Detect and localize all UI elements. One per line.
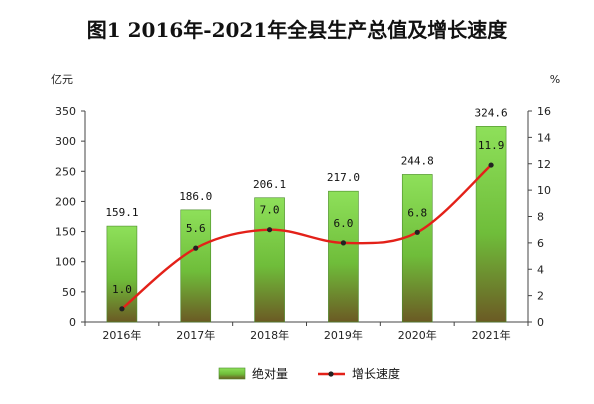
x-tick-label: 2017年 <box>176 328 215 342</box>
growth-value-label: 11.9 <box>478 139 505 152</box>
y2-tick-label: 6 <box>537 237 544 250</box>
x-tick-label: 2016年 <box>102 328 141 342</box>
y-tick-label: 350 <box>55 105 76 118</box>
y-tick-label: 150 <box>55 226 76 239</box>
x-tick-label: 2019年 <box>324 328 363 342</box>
bar <box>254 197 285 323</box>
y-tick-label: 250 <box>55 165 76 178</box>
growth-point <box>266 227 273 233</box>
bar <box>475 126 507 323</box>
bar <box>180 209 212 323</box>
y2-tick-label: 16 <box>537 105 551 118</box>
growth-value-label: 6.0 <box>333 217 353 230</box>
growth-point <box>340 240 347 246</box>
bar-value-label: 186.0 <box>179 190 212 203</box>
x-tick-label: 2020年 <box>398 328 437 342</box>
y2-axis-label: % <box>550 73 560 86</box>
y2-tick-label: 10 <box>537 184 551 197</box>
y-tick-label: 200 <box>55 195 76 208</box>
legend-line-marker <box>328 371 334 377</box>
growth-point <box>193 245 199 251</box>
bar <box>106 225 138 323</box>
growth-value-label: 5.6 <box>186 222 206 235</box>
y-tick-label: 100 <box>55 256 76 269</box>
y2-tick-label: 14 <box>537 131 551 144</box>
y-tick-label: 0 <box>69 316 76 329</box>
bar-value-label: 324.6 <box>475 106 508 119</box>
growth-value-label: 7.0 <box>260 204 280 217</box>
y-tick-label: 50 <box>62 286 76 299</box>
bar-value-label: 244.8 <box>401 154 434 167</box>
y2-tick-label: 0 <box>537 316 544 329</box>
growth-value-label: 6.8 <box>407 206 427 219</box>
y2-tick-label: 4 <box>537 263 544 276</box>
x-tick-label: 2021年 <box>472 328 511 342</box>
bar-value-label: 159.1 <box>105 206 138 219</box>
growth-point <box>488 162 494 168</box>
bar-value-label: 217.0 <box>327 171 360 184</box>
legend-line-label: 增长速度 <box>352 366 400 381</box>
legend-bar-swatch <box>218 367 246 380</box>
legend-bar-label: 绝对量 <box>252 366 288 381</box>
y-tick-label: 300 <box>55 135 76 148</box>
growth-point <box>414 229 420 235</box>
y2-tick-label: 12 <box>537 158 551 171</box>
growth-line <box>121 164 492 310</box>
y2-tick-label: 2 <box>537 290 544 303</box>
growth-value-label: 1.0 <box>112 283 132 296</box>
bar <box>401 174 433 323</box>
chart-title: 图1 2016年-2021年全县生产总值及增长速度 <box>86 18 508 42</box>
bar-value-label: 206.1 <box>253 178 286 191</box>
y-axis-label: 亿元 <box>51 73 73 86</box>
y2-tick-label: 8 <box>537 211 544 224</box>
growth-point <box>119 306 125 312</box>
bar <box>328 190 359 323</box>
x-tick-label: 2018年 <box>250 328 289 342</box>
